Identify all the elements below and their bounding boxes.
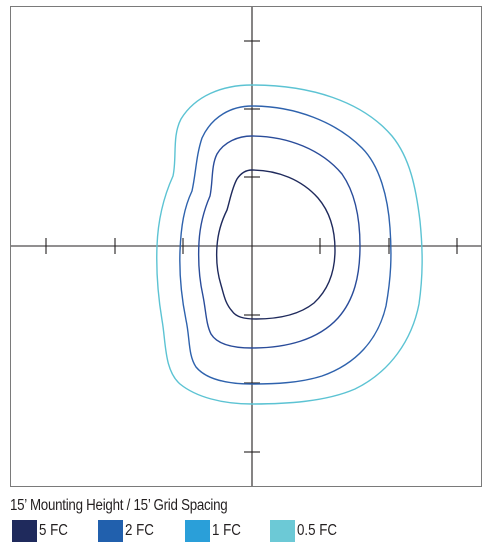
contour-2fc	[197, 135, 361, 349]
legend-swatch-1fc	[185, 520, 210, 542]
legend: 5 FC 2 FC 1 FC 0.5 FC	[12, 520, 482, 542]
legend-item-1fc: 1 FC	[185, 520, 246, 542]
plot-svg	[10, 6, 482, 487]
legend-label-2fc: 2 FC	[125, 522, 154, 539]
legend-label-1fc: 1 FC	[212, 522, 241, 539]
legend-label-5fc: 5 FC	[39, 522, 68, 539]
legend-swatch-2fc	[98, 520, 123, 542]
chart-caption: 15’ Mounting Height / 15’ Grid Spacing	[10, 497, 228, 514]
legend-swatch-5fc	[12, 520, 37, 542]
legend-item-5fc: 5 FC	[12, 520, 73, 542]
legend-swatch-0-5fc	[270, 520, 295, 542]
isofootcandle-plot	[10, 6, 482, 487]
contour-0-5fc	[156, 84, 423, 405]
x-axis-ticks	[45, 238, 458, 254]
legend-item-2fc: 2 FC	[98, 520, 159, 542]
contour-5fc	[215, 169, 336, 320]
y-axis-ticks	[244, 40, 260, 453]
legend-item-0-5fc: 0.5 FC	[270, 520, 344, 542]
contour-1fc	[179, 105, 392, 385]
legend-label-0-5fc: 0.5 FC	[297, 522, 338, 539]
